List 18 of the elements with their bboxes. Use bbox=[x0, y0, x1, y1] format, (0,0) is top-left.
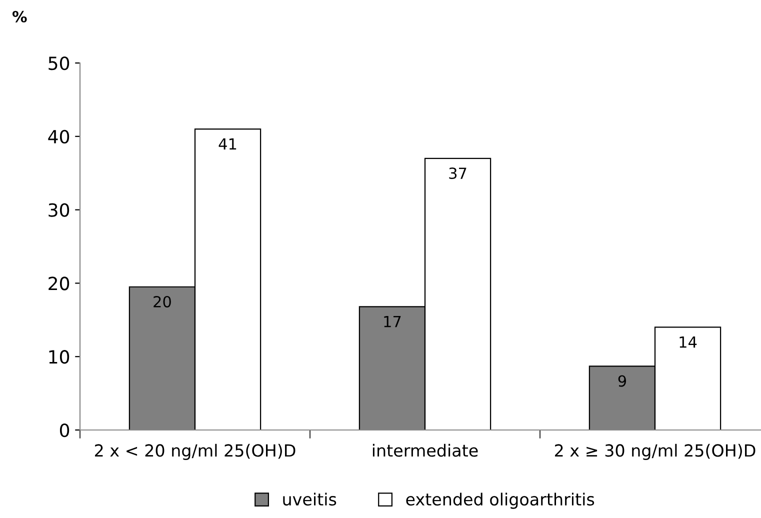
data-label: 9 bbox=[618, 375, 626, 387]
y-tick-label: 0 bbox=[60, 423, 70, 438]
y-tick-label: 50 bbox=[48, 56, 70, 70]
x-tick-label: intermediate bbox=[372, 444, 478, 457]
data-label: 20 bbox=[154, 296, 171, 308]
y-axis-title: % bbox=[12, 10, 27, 22]
data-label: 17 bbox=[384, 316, 401, 328]
y-tick-label: 10 bbox=[49, 350, 70, 364]
x-tick-label: 2 x ≥ 30 ng/ml 25(OH)D bbox=[554, 444, 756, 460]
data-label: 41 bbox=[218, 138, 236, 150]
y-tick-label: 30 bbox=[48, 203, 70, 217]
x-tick-label: 2 x < 20 ng/ml 25(OH)D bbox=[94, 444, 296, 460]
y-tick-label: 40 bbox=[48, 130, 70, 144]
y-tick-label: 20 bbox=[48, 276, 70, 290]
legend-label: extended oligoarthritis bbox=[406, 492, 594, 509]
data-label: 14 bbox=[680, 336, 697, 348]
data-label: 37 bbox=[449, 168, 466, 180]
legend-label: uveitis bbox=[283, 492, 336, 506]
